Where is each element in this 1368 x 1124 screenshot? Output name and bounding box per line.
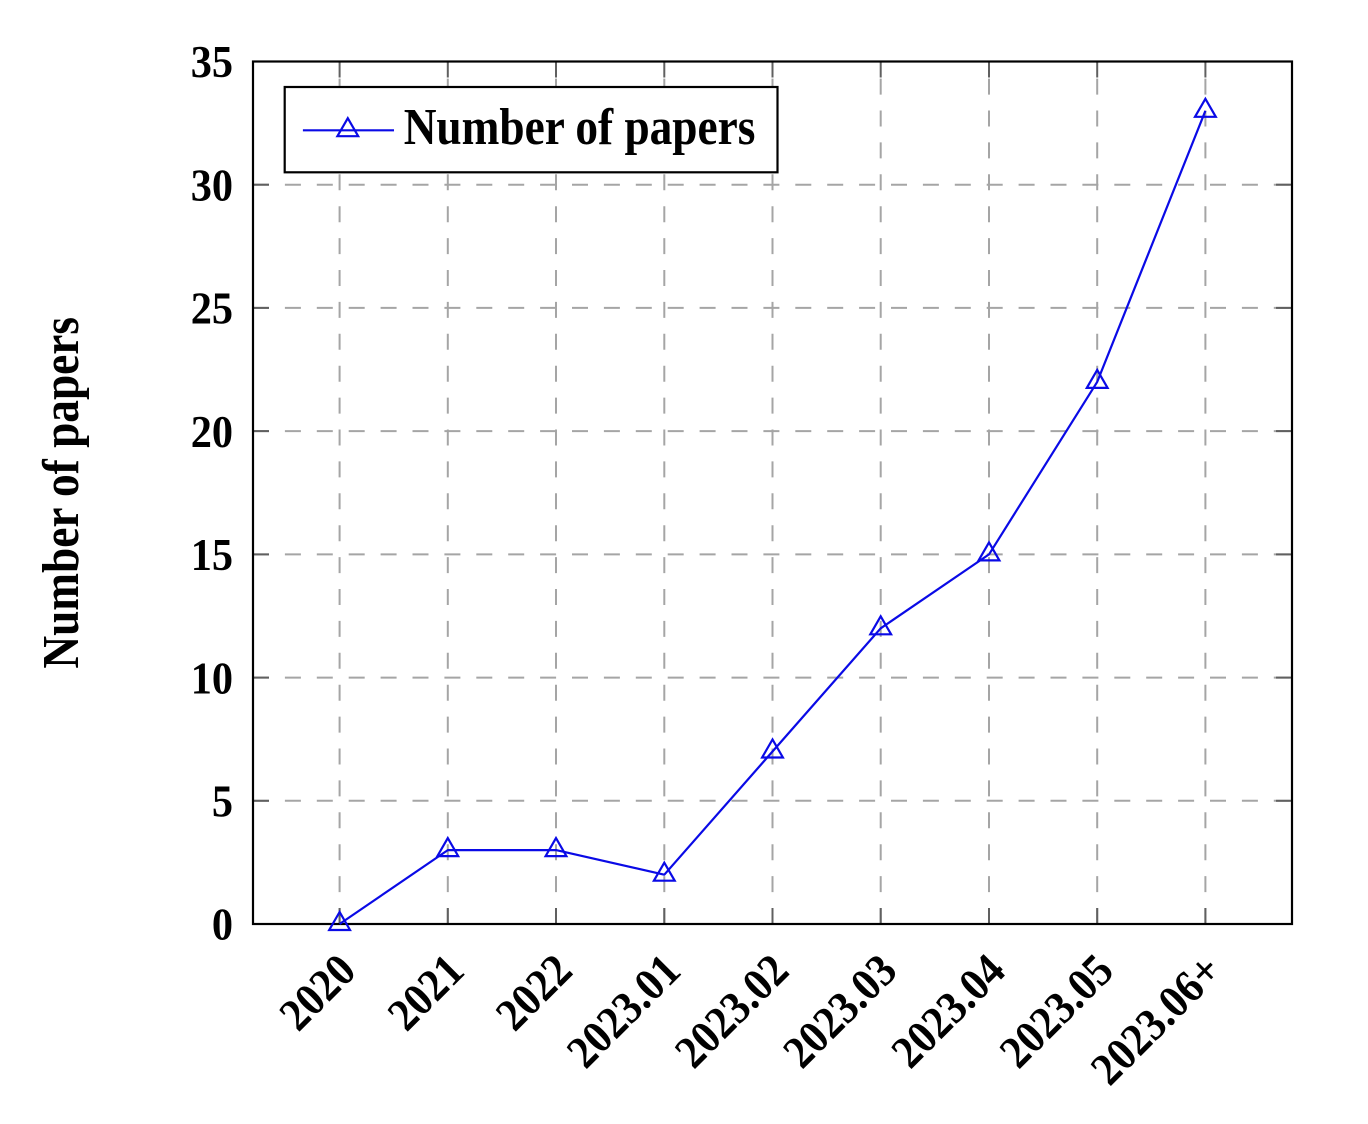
svg-text:30: 30 <box>191 160 233 211</box>
svg-text:Number of papers: Number of papers <box>32 317 90 669</box>
svg-text:0: 0 <box>212 899 233 950</box>
svg-text:35: 35 <box>191 37 233 88</box>
svg-text:25: 25 <box>191 283 233 334</box>
svg-text:15: 15 <box>191 530 233 581</box>
svg-text:Number of papers: Number of papers <box>404 98 756 156</box>
svg-text:5: 5 <box>212 776 233 827</box>
svg-text:10: 10 <box>191 653 233 704</box>
svg-text:20: 20 <box>191 406 233 457</box>
